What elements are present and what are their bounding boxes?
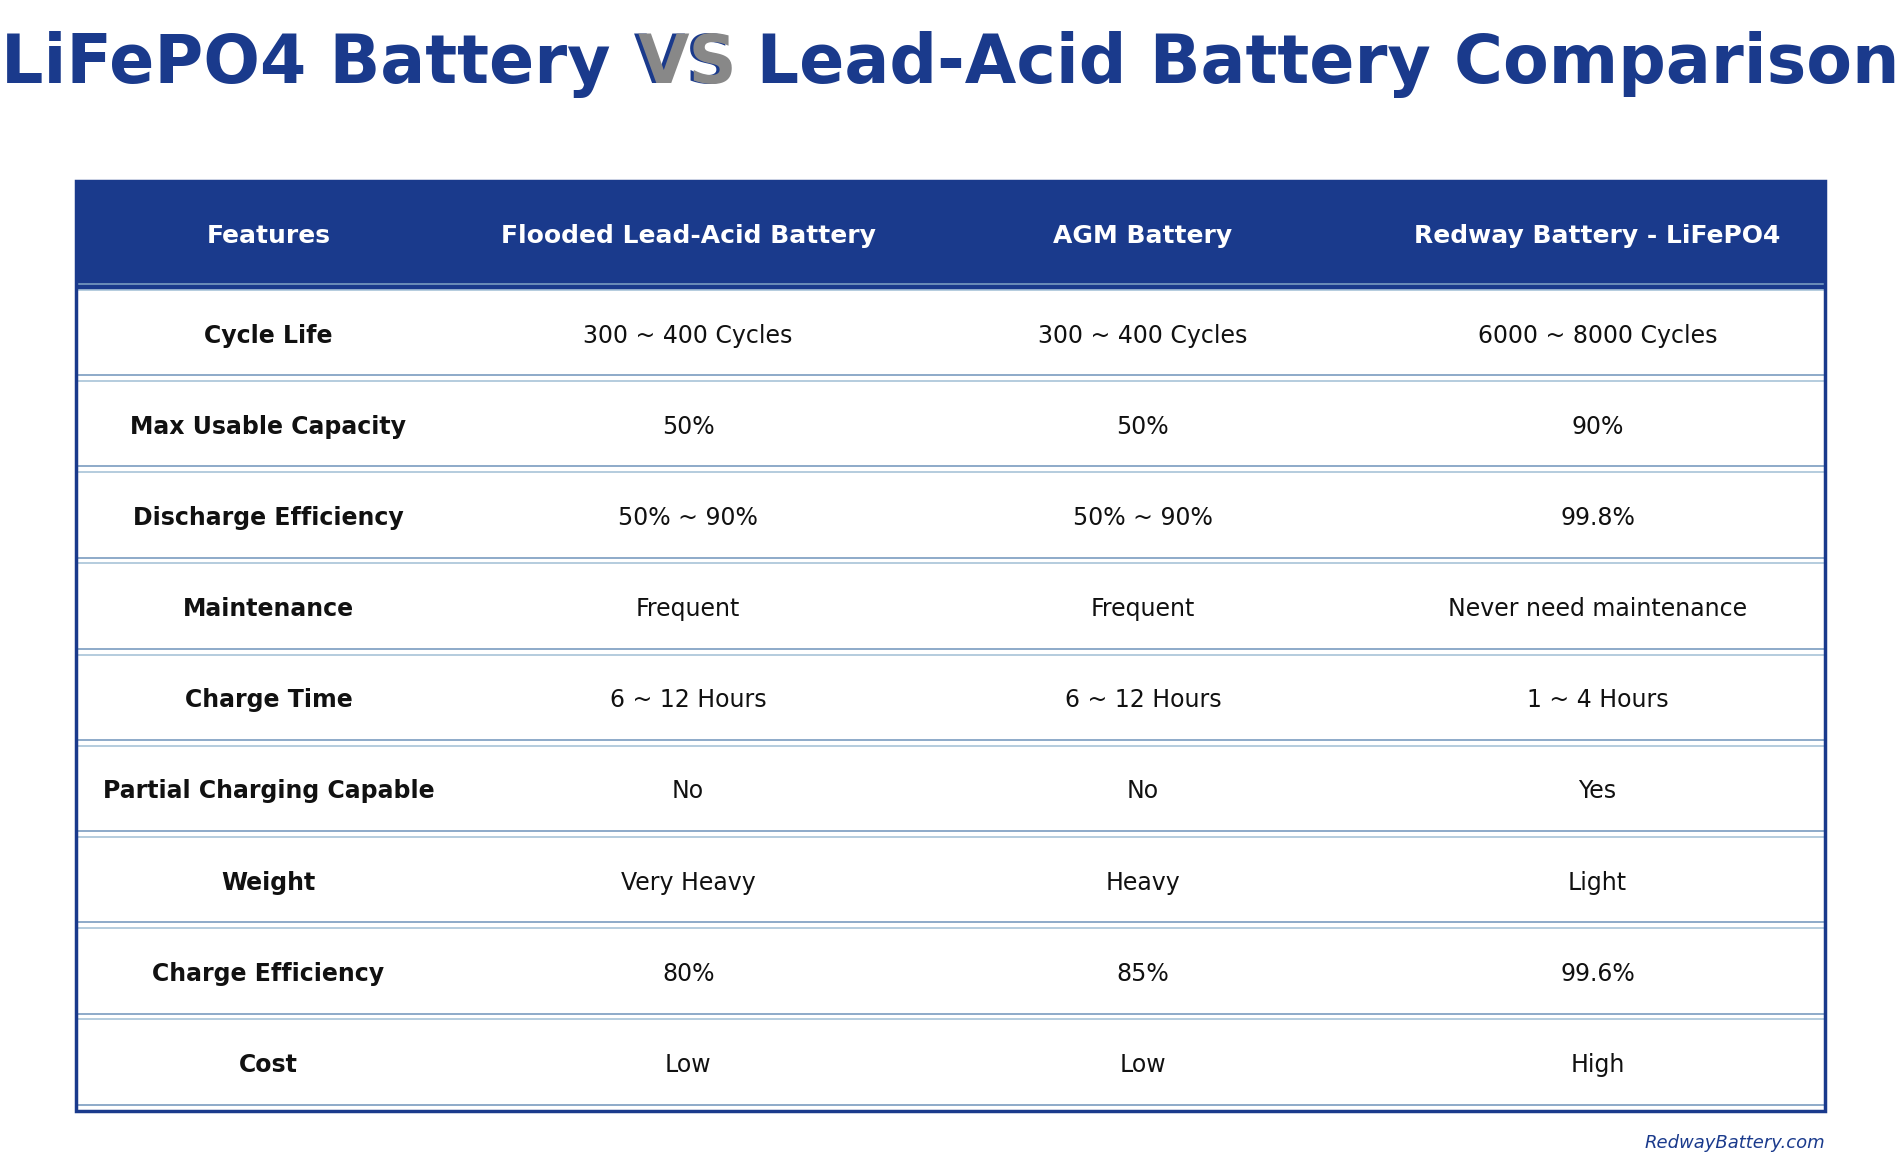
Text: 99.8%: 99.8% — [1561, 506, 1635, 530]
Text: RedwayBattery.com: RedwayBattery.com — [1644, 1134, 1825, 1151]
Bar — [76, 181, 1825, 290]
Text: Yes: Yes — [1578, 780, 1616, 803]
Text: Charge Efficiency: Charge Efficiency — [152, 962, 384, 985]
Text: 50% ~ 90%: 50% ~ 90% — [1072, 506, 1213, 530]
Text: Never need maintenance: Never need maintenance — [1449, 597, 1747, 621]
Text: Weight: Weight — [221, 871, 316, 894]
Text: AGM Battery: AGM Battery — [1053, 223, 1232, 248]
Text: Very Heavy: Very Heavy — [622, 871, 755, 894]
Text: Heavy: Heavy — [1106, 871, 1181, 894]
Text: 90%: 90% — [1572, 415, 1623, 438]
Text: Max Usable Capacity: Max Usable Capacity — [131, 415, 407, 438]
Text: 6000 ~ 8000 Cycles: 6000 ~ 8000 Cycles — [1477, 324, 1717, 347]
Text: VS: VS — [639, 32, 738, 97]
Text: Frequent: Frequent — [637, 597, 739, 621]
Text: Features: Features — [207, 223, 331, 248]
Text: Frequent: Frequent — [1091, 597, 1196, 621]
Text: No: No — [1127, 780, 1160, 803]
Text: Maintenance: Maintenance — [182, 597, 354, 621]
Text: Discharge Efficiency: Discharge Efficiency — [133, 506, 403, 530]
Text: No: No — [673, 780, 703, 803]
Text: 300 ~ 400 Cycles: 300 ~ 400 Cycles — [1038, 324, 1247, 347]
Text: 50% ~ 90%: 50% ~ 90% — [618, 506, 758, 530]
Text: 99.6%: 99.6% — [1561, 962, 1635, 985]
Text: 300 ~ 400 Cycles: 300 ~ 400 Cycles — [584, 324, 793, 347]
Text: Redway Battery - LiFePO4: Redway Battery - LiFePO4 — [1414, 223, 1781, 248]
Text: 50%: 50% — [662, 415, 715, 438]
Text: 1 ~ 4 Hours: 1 ~ 4 Hours — [1527, 689, 1669, 712]
Text: Low: Low — [665, 1053, 711, 1077]
Text: LiFePO4 Battery VS Lead-Acid Battery Comparison: LiFePO4 Battery VS Lead-Acid Battery Com… — [2, 30, 1899, 98]
Text: Low: Low — [1120, 1053, 1165, 1077]
Text: Partial Charging Capable: Partial Charging Capable — [103, 780, 433, 803]
Text: 50%: 50% — [1116, 415, 1169, 438]
Bar — [76, 181, 1825, 1111]
Text: Cost: Cost — [240, 1053, 298, 1077]
Text: 80%: 80% — [662, 962, 715, 985]
Text: 85%: 85% — [1116, 962, 1169, 985]
Text: 6 ~ 12 Hours: 6 ~ 12 Hours — [610, 689, 766, 712]
Text: High: High — [1570, 1053, 1625, 1077]
Text: Cycle Life: Cycle Life — [203, 324, 333, 347]
Text: Light: Light — [1568, 871, 1627, 894]
Text: Flooded Lead-Acid Battery: Flooded Lead-Acid Battery — [500, 223, 876, 248]
Text: 6 ~ 12 Hours: 6 ~ 12 Hours — [1065, 689, 1220, 712]
Text: Charge Time: Charge Time — [184, 689, 352, 712]
